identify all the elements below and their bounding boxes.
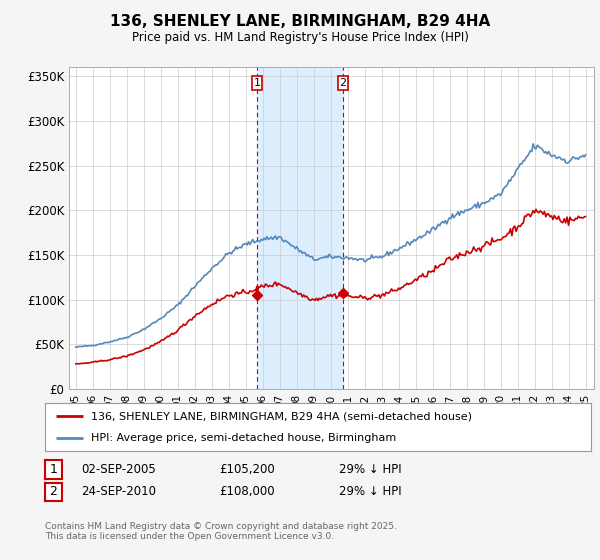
Text: £108,000: £108,000	[219, 486, 275, 498]
Text: 29% ↓ HPI: 29% ↓ HPI	[339, 486, 401, 498]
Text: 02-SEP-2005: 02-SEP-2005	[81, 463, 156, 476]
Text: 136, SHENLEY LANE, BIRMINGHAM, B29 4HA (semi-detached house): 136, SHENLEY LANE, BIRMINGHAM, B29 4HA (…	[91, 411, 472, 421]
Text: 2: 2	[340, 78, 347, 88]
Bar	[257, 67, 343, 389]
Text: 24-SEP-2010: 24-SEP-2010	[81, 486, 156, 498]
Text: Price paid vs. HM Land Registry's House Price Index (HPI): Price paid vs. HM Land Registry's House …	[131, 31, 469, 44]
Text: 2: 2	[49, 486, 58, 498]
Text: 1: 1	[49, 463, 58, 476]
Text: 136, SHENLEY LANE, BIRMINGHAM, B29 4HA: 136, SHENLEY LANE, BIRMINGHAM, B29 4HA	[110, 14, 490, 29]
Text: £105,200: £105,200	[219, 463, 275, 476]
Text: HPI: Average price, semi-detached house, Birmingham: HPI: Average price, semi-detached house,…	[91, 433, 397, 443]
Text: 1: 1	[254, 78, 260, 88]
Text: 29% ↓ HPI: 29% ↓ HPI	[339, 463, 401, 476]
Text: Contains HM Land Registry data © Crown copyright and database right 2025.
This d: Contains HM Land Registry data © Crown c…	[45, 522, 397, 542]
